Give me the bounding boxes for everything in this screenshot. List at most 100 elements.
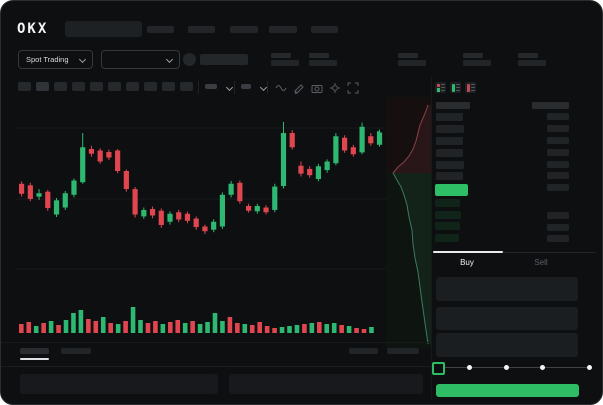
- chevron-down-icon: [165, 55, 174, 64]
- bottom-tab[interactable]: [349, 348, 378, 354]
- bottom-divider: [1, 342, 431, 343]
- stat-value-placeholder: [271, 60, 299, 66]
- order-input[interactable]: [436, 333, 578, 357]
- bottom-tab[interactable]: [20, 348, 49, 354]
- bid-row[interactable]: [435, 211, 461, 219]
- amount-cell-placeholder[interactable]: [547, 184, 569, 191]
- order-input[interactable]: [436, 307, 578, 330]
- bottom-tab[interactable]: [387, 348, 419, 354]
- timeframe-button[interactable]: [180, 82, 193, 91]
- book-all-icon[interactable]: [435, 82, 446, 93]
- toolbar-divider: [267, 81, 268, 94]
- amount-cell-placeholder[interactable]: [547, 149, 569, 156]
- bid-row[interactable]: [435, 199, 460, 207]
- bid-row[interactable]: [435, 222, 460, 230]
- tabbar-divider: [433, 252, 596, 253]
- ask-row[interactable]: [436, 149, 463, 157]
- candlestick-chart[interactable]: [16, 97, 386, 297]
- nav-item[interactable]: [147, 26, 174, 33]
- bottom-row-placeholder: [20, 374, 218, 394]
- gear-icon[interactable]: [329, 81, 341, 93]
- last-price-bar[interactable]: [435, 184, 468, 196]
- bottom-divider-2: [1, 366, 431, 367]
- amount-cell-placeholder[interactable]: [547, 113, 569, 120]
- chevron-down-icon[interactable]: [225, 83, 234, 92]
- indicator-dropdown[interactable]: [205, 84, 217, 89]
- stat-label-placeholder: [271, 53, 291, 58]
- slider-dot[interactable]: [466, 364, 472, 370]
- amount-cell-placeholder[interactable]: [547, 172, 569, 179]
- stat-label-placeholder: [518, 53, 538, 58]
- amount-cell-placeholder[interactable]: [547, 212, 569, 219]
- slider-dot[interactable]: [503, 364, 509, 370]
- timeframe-button[interactable]: [108, 82, 121, 91]
- stat-value-placeholder: [398, 60, 426, 66]
- timeframe-button[interactable]: [144, 82, 157, 91]
- amount-cell-placeholder[interactable]: [547, 235, 569, 242]
- slider-dot[interactable]: [586, 364, 592, 370]
- panel-divider: [431, 77, 432, 399]
- timeframe-button[interactable]: [72, 82, 85, 91]
- slider-handle[interactable]: [432, 362, 445, 375]
- coin-icon: [183, 53, 196, 66]
- toolbar-divider: [234, 81, 235, 94]
- timeframe-button[interactable]: [36, 82, 49, 91]
- stat-label-placeholder: [398, 53, 418, 58]
- camera-icon[interactable]: [311, 81, 323, 93]
- amount-cell-placeholder[interactable]: [547, 224, 569, 231]
- book-sells-icon[interactable]: [465, 82, 476, 93]
- timeframe-button[interactable]: [18, 82, 31, 91]
- nav-item[interactable]: [269, 26, 297, 33]
- amount-cell-placeholder[interactable]: [547, 161, 569, 168]
- orderbook-header-placeholder: [436, 102, 470, 109]
- wave-icon[interactable]: [275, 81, 287, 93]
- market-type-label: Spot Trading: [26, 55, 69, 64]
- search-input[interactable]: [65, 21, 142, 37]
- nav-item[interactable]: [188, 26, 215, 33]
- amount-slider-track[interactable]: [438, 366, 589, 368]
- pencil-icon[interactable]: [293, 81, 305, 95]
- tab-buy[interactable]: Buy: [460, 258, 474, 267]
- stat-value-placeholder: [309, 60, 337, 66]
- amount-cell-placeholder[interactable]: [547, 125, 569, 132]
- interval-dropdown[interactable]: [241, 84, 251, 89]
- amount-cell-placeholder[interactable]: [547, 137, 569, 144]
- submit-buy-button[interactable]: [436, 384, 579, 397]
- ask-row[interactable]: [436, 172, 463, 180]
- bottom-tab[interactable]: [61, 348, 91, 354]
- timeframe-button[interactable]: [54, 82, 67, 91]
- nav-item[interactable]: [311, 26, 338, 33]
- ask-row[interactable]: [436, 113, 463, 121]
- stat-label-placeholder: [463, 53, 483, 58]
- book-buys-icon[interactable]: [450, 82, 461, 93]
- depth-profile-chart: [386, 97, 431, 349]
- pair-selector[interactable]: [101, 50, 180, 69]
- ask-row[interactable]: [436, 137, 463, 145]
- bottom-row-placeholder: [229, 374, 423, 394]
- volume-bars[interactable]: [16, 298, 386, 334]
- timeframe-button[interactable]: [90, 82, 103, 91]
- nav-item[interactable]: [230, 26, 258, 33]
- bid-row[interactable]: [435, 234, 459, 242]
- active-tab-underline: [433, 251, 503, 253]
- bottom-active-tab-underline: [20, 358, 49, 360]
- stat-value-placeholder: [463, 60, 491, 66]
- market-type-selector[interactable]: Spot Trading: [18, 50, 93, 69]
- orderbook-header-placeholder: [532, 102, 569, 109]
- chevron-down-icon: [78, 55, 87, 64]
- okx-logo[interactable]: OKX: [17, 21, 49, 37]
- expand-icon[interactable]: [347, 81, 359, 94]
- order-input[interactable]: [436, 277, 578, 301]
- slider-dot[interactable]: [539, 364, 545, 370]
- timeframe-button[interactable]: [126, 82, 139, 91]
- ask-row[interactable]: [436, 161, 464, 169]
- stat-value-placeholder: [518, 60, 546, 66]
- toolbar-divider: [198, 81, 199, 94]
- last-price-marker: [376, 131, 379, 143]
- stat-label-placeholder: [309, 53, 329, 58]
- chevron-down-icon[interactable]: [259, 83, 268, 92]
- ask-row[interactable]: [436, 125, 464, 133]
- tab-sell[interactable]: Sell: [534, 258, 548, 267]
- timeframe-button[interactable]: [162, 82, 175, 91]
